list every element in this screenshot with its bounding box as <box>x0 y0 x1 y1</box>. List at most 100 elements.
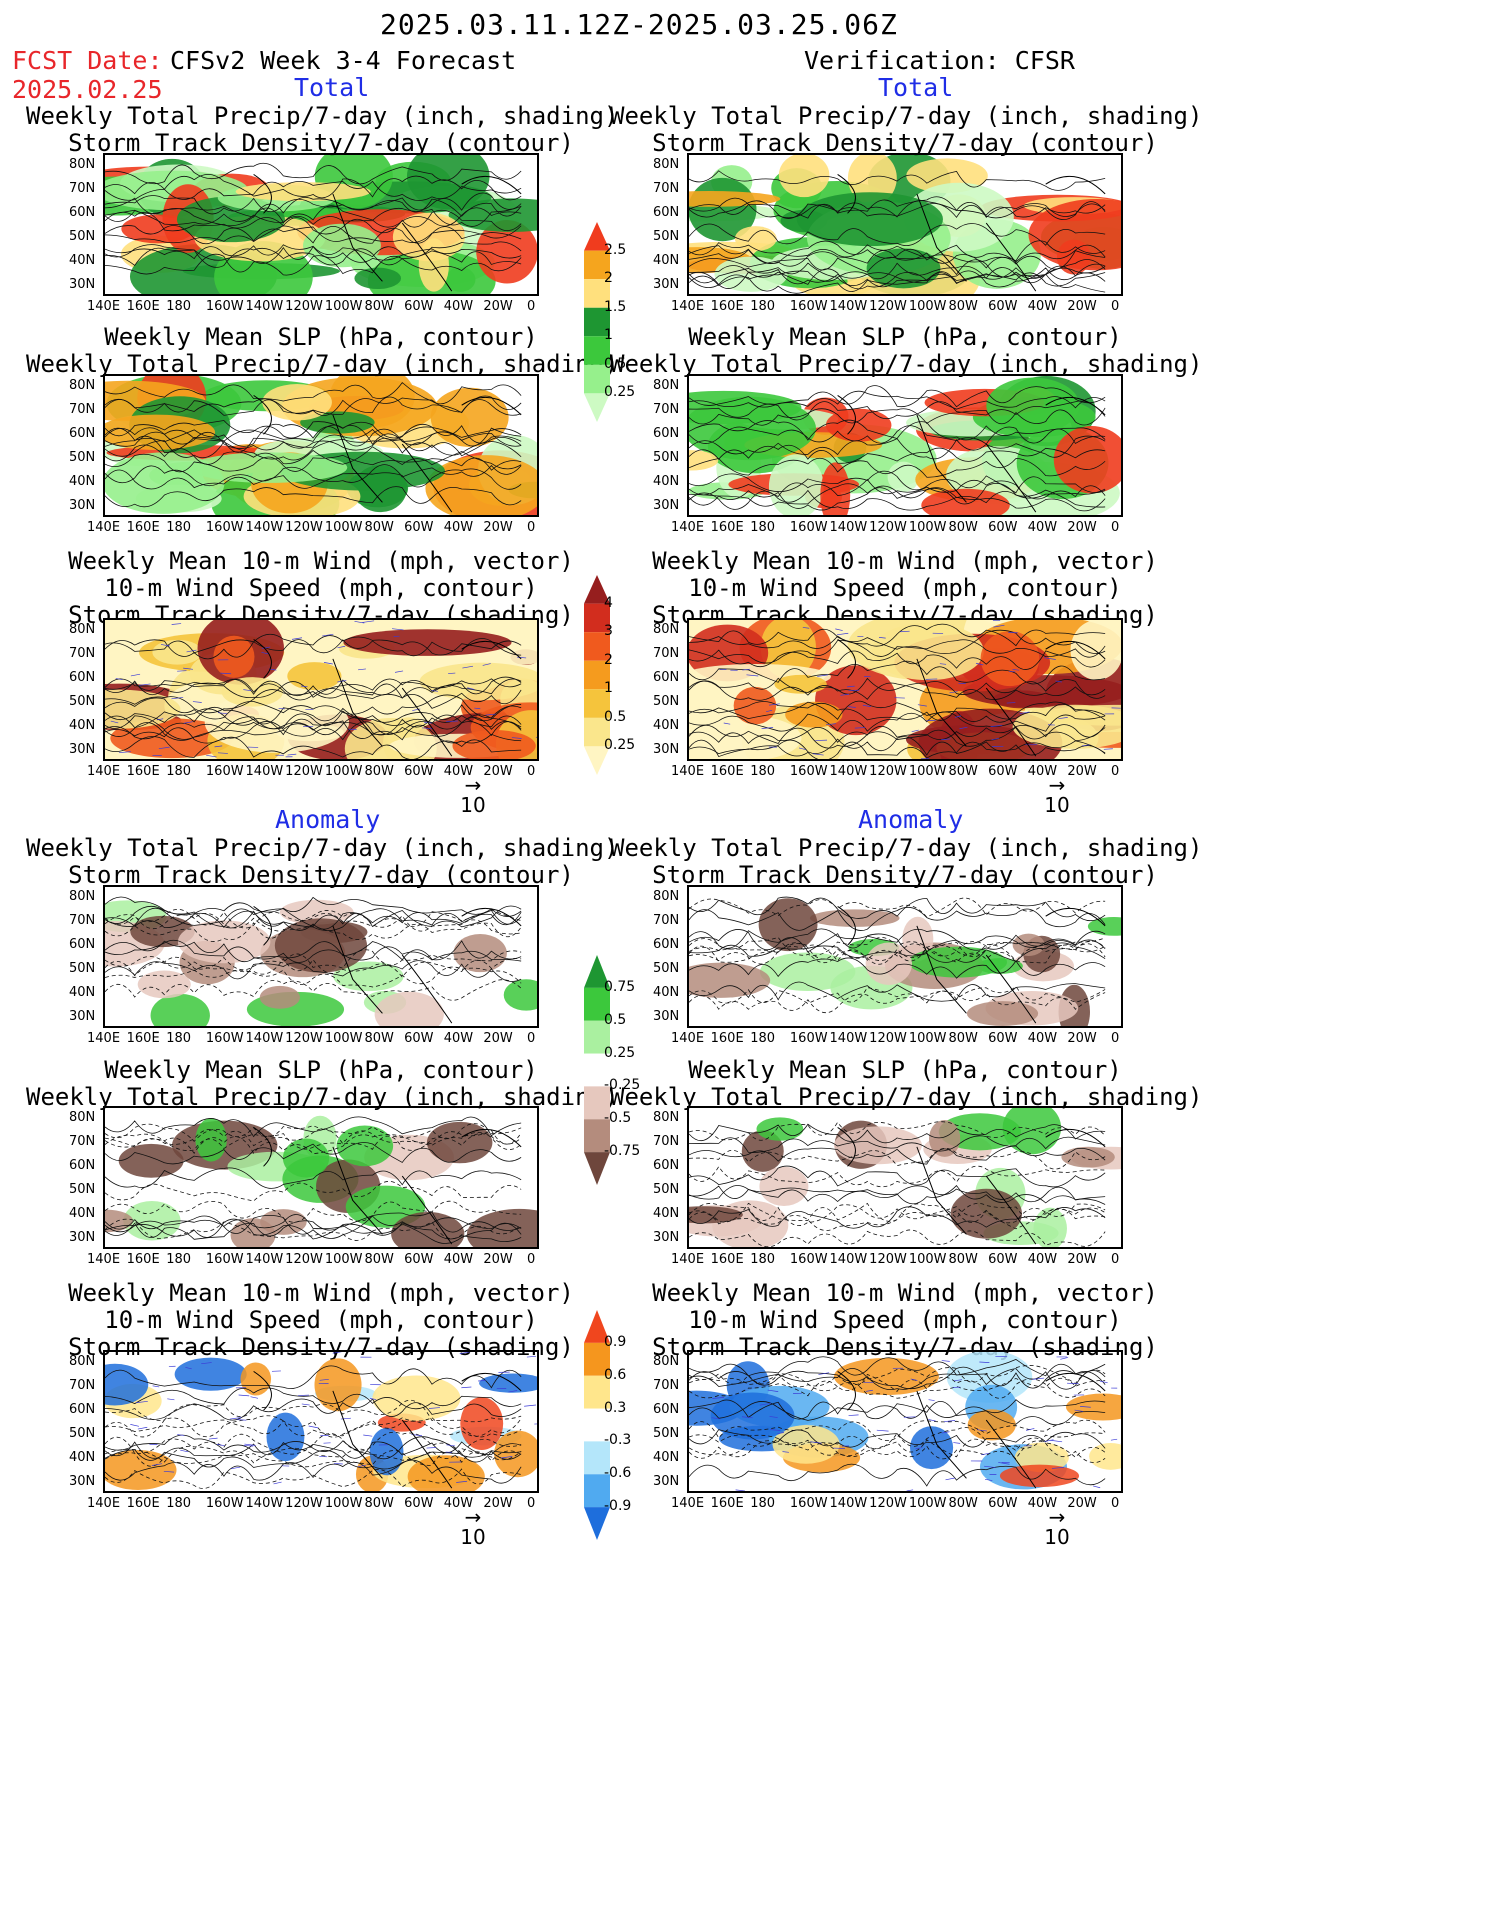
colorbar-label: -0.6 <box>604 1465 632 1482</box>
colorbar-label: 2 <box>604 270 613 287</box>
colorbar-swatch <box>584 1086 610 1120</box>
lon-label: 80W <box>948 520 978 535</box>
lon-label: 140E <box>87 1031 121 1046</box>
lon-label: 0 <box>527 1031 536 1046</box>
colorbar-swatch <box>584 1119 610 1153</box>
arrow-icon: → <box>1048 773 1066 797</box>
colorbar-label: 0.5 <box>604 1011 627 1028</box>
lat-label: 50N <box>69 1426 96 1441</box>
lat-label: 60N <box>69 937 96 952</box>
lon-label: 140W <box>829 764 868 779</box>
panel-title-line: Storm Track Density/7-day (shading) <box>68 1333 574 1361</box>
lon-label: 100W <box>324 764 363 779</box>
lon-label: 140E <box>671 764 705 779</box>
lon-label: 180 <box>166 1031 192 1046</box>
colorbar-swatch <box>584 1310 610 1343</box>
lon-label: 160E <box>126 520 160 535</box>
right-column-title: Verification: CFSR <box>804 46 1075 75</box>
lon-label: 140W <box>245 1031 284 1046</box>
lon-label: 180 <box>166 764 192 779</box>
arrow-icon: → <box>464 773 482 797</box>
colorbar-precip_total <box>582 222 612 426</box>
lon-label: 140E <box>671 1031 705 1046</box>
lat-label: 30N <box>69 1230 96 1245</box>
panel-title-line: Weekly Mean SLP (hPa, contour) <box>688 323 1122 351</box>
right-anomaly-label: Anomaly <box>858 805 964 834</box>
lon-label: 20W <box>1067 520 1097 535</box>
panel-title-line: Weekly Mean 10-m Wind (mph, vector) <box>68 1279 574 1307</box>
map-forecast-wind_storm-6 <box>103 1350 539 1493</box>
colorbar-label: 1 <box>604 680 613 697</box>
arrow-icon: → <box>464 1505 482 1529</box>
colorbar-swatch <box>584 1474 610 1508</box>
lat-label: 30N <box>653 1009 680 1024</box>
panel-title-line: Weekly Mean 10-m Wind (mph, vector) <box>652 547 1158 575</box>
colorbar-label: 0.25 <box>604 737 636 754</box>
lon-label: 40W <box>1027 1252 1058 1267</box>
lon-label: 20W <box>483 520 513 535</box>
map-forecast-slp_precip-2 <box>103 374 539 517</box>
lon-label: 140W <box>245 1252 284 1267</box>
lon-label: 0 <box>527 764 536 779</box>
colorbar-swatch <box>584 987 610 1021</box>
fcst-date: 2025.02.25 <box>12 75 163 104</box>
lon-label: 140E <box>87 1496 121 1511</box>
lat-label: 80N <box>653 889 680 904</box>
colorbar-swatch <box>584 746 610 775</box>
lon-label: 100W <box>324 1031 363 1046</box>
vector-scale: → 10 <box>1032 1507 1082 1547</box>
panel-title-verification-4: Weekly Total Precip/7-day (inch, shading… <box>610 835 1202 889</box>
lon-label: 140W <box>245 764 284 779</box>
lon-label: 100W <box>324 299 363 314</box>
lat-label: 30N <box>653 498 680 513</box>
colorbar-swatch <box>584 279 610 308</box>
lon-label: 180 <box>166 299 192 314</box>
lon-label: 140E <box>87 299 121 314</box>
panel-title-line: 10-m Wind Speed (mph, contour) <box>104 1306 538 1334</box>
lon-label: 0 <box>527 1252 536 1267</box>
lat-label: 80N <box>653 1110 680 1125</box>
panel-title-line: Storm Track Density/7-day (contour) <box>68 129 574 157</box>
lon-label: 140W <box>245 1496 284 1511</box>
lon-label: 160E <box>126 1496 160 1511</box>
panel-title-line: Storm Track Density/7-day (contour) <box>652 129 1158 157</box>
lon-label: 180 <box>750 1496 776 1511</box>
lon-label: 140E <box>671 299 705 314</box>
lon-label: 80W <box>364 1496 394 1511</box>
colorbar-swatch <box>584 307 610 337</box>
lon-label: 140E <box>671 520 705 535</box>
colorbar-label: 0.25 <box>604 1044 636 1061</box>
lon-label: 100W <box>324 1252 363 1267</box>
lat-label: 50N <box>653 1182 680 1197</box>
lon-label: 100W <box>324 520 363 535</box>
lat-label: 80N <box>69 622 96 637</box>
panel-title-line: 10-m Wind Speed (mph, contour) <box>104 574 538 602</box>
lat-label: 60N <box>653 1158 680 1173</box>
colorbar-label: -0.25 <box>604 1077 641 1094</box>
colorbar-swatch <box>584 336 610 365</box>
left-anomaly-label: Anomaly <box>275 805 381 834</box>
panel-title-verification-6: Weekly Mean 10-m Wind (mph, vector) 10-m … <box>610 1280 1200 1361</box>
lon-label: 120W <box>869 520 907 535</box>
lon-label: 0 <box>1111 1252 1120 1267</box>
lat-label: 60N <box>69 426 96 441</box>
panel-title-line: Weekly Total Precip/7-day (inch, shading… <box>610 102 1203 130</box>
lon-label: 120W <box>285 1031 323 1046</box>
lon-label: 120W <box>869 1252 907 1267</box>
lon-label: 160E <box>126 299 160 314</box>
panel-title-verification-5: Weekly Mean SLP (hPa, contour) Weekly Tot… <box>610 1057 1202 1111</box>
lon-label: 40W <box>1027 764 1058 779</box>
colorbar-label: 4 <box>604 594 613 611</box>
lat-label: 30N <box>69 1474 96 1489</box>
lon-label: 160W <box>789 520 828 535</box>
colorbar-label: 0.9 <box>604 1333 627 1350</box>
lon-label: 40W <box>443 299 474 314</box>
lat-label: 70N <box>69 181 96 196</box>
lat-label: 70N <box>69 646 96 661</box>
right-total-label: Total <box>878 73 954 102</box>
lon-label: 160W <box>205 1252 244 1267</box>
lat-label: 80N <box>653 378 680 393</box>
lon-label: 80W <box>364 520 394 535</box>
lon-label: 60W <box>404 520 434 535</box>
colorbar-label: -0.9 <box>604 1498 632 1515</box>
